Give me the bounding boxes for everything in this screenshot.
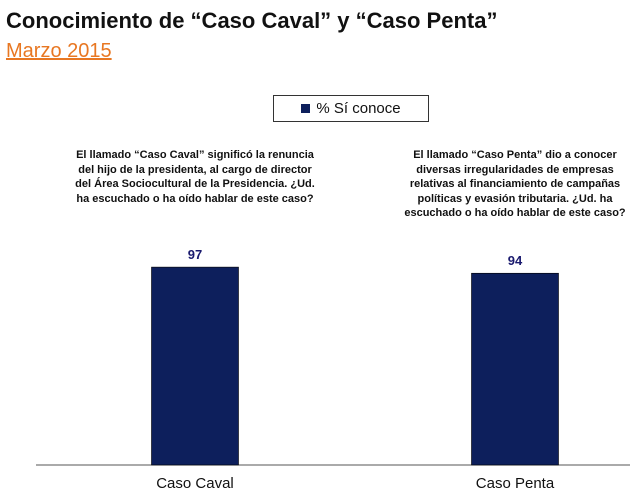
legend: % Sí conoce — [273, 95, 429, 122]
question-text-penta: El llamado “Caso Penta” dio a conocer di… — [404, 149, 626, 220]
legend-swatch — [301, 104, 311, 113]
bar-0 — [151, 266, 239, 466]
bar-1 — [471, 272, 559, 466]
legend-label: % Sí conoce — [316, 100, 401, 117]
category-label-1: Caso Penta — [476, 475, 555, 492]
data-label-0: 97 — [188, 247, 202, 262]
question-text-caval: El llamado “Caso Caval” significó la ren… — [75, 149, 315, 205]
category-label-0: Caso Caval — [156, 475, 234, 492]
chart-subtitle-date: Marzo 2015 — [6, 40, 112, 62]
chart-title: Conocimiento de “Caso Caval” y “Caso Pen… — [6, 8, 498, 33]
data-label-1: 94 — [508, 253, 523, 268]
